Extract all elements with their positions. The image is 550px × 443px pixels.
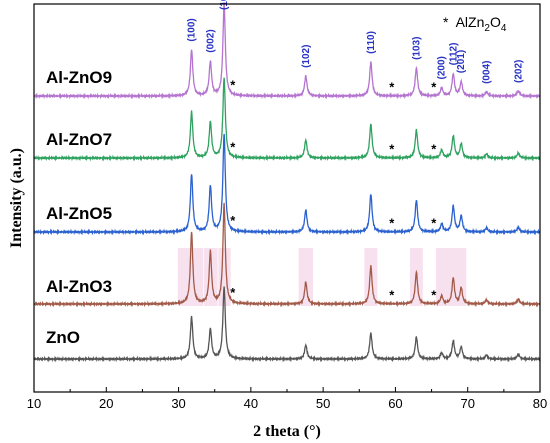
star-marker: * [389, 142, 395, 157]
star-marker: * [389, 216, 395, 231]
peak-label--202-: (202) [513, 60, 524, 83]
x-tick-label: 50 [316, 396, 330, 411]
star-marker: * [230, 140, 236, 155]
x-tick-label: 20 [99, 396, 113, 411]
trace-al-zno5 [33, 133, 541, 236]
x-tick-label: 30 [171, 396, 185, 411]
star-marker: * [431, 79, 437, 94]
peak-label--004-: (004) [482, 61, 493, 84]
trace-al-zno3 [33, 202, 541, 308]
legend-sub-4: 4 [501, 23, 507, 34]
x-axis: 10 20 30 40 50 60 70 80 [27, 387, 547, 411]
peak-label--101-: (101) [219, 0, 230, 10]
legend-formula-o: O [490, 14, 501, 30]
star-marker: * [230, 285, 236, 300]
peak-label--112-: (112) [448, 43, 459, 66]
peak-label--110-: (110) [366, 31, 377, 54]
star-marker: * [389, 80, 395, 95]
legend-sub-2: 2 [484, 23, 490, 34]
x-tick-label: 10 [27, 396, 41, 411]
x-tick-label: 80 [533, 396, 547, 411]
star-marker: * [230, 213, 236, 228]
x-tick-label: 60 [388, 396, 402, 411]
y-axis-label: Intensity (a.u.) [8, 148, 25, 248]
highlight-band [364, 248, 378, 306]
peak-label--201-: (201) [456, 50, 467, 73]
peak-label--100-: (100) [187, 18, 198, 41]
trace-al-zno7 [33, 77, 541, 162]
series-label-al-zno5: Al-ZnO5 [46, 204, 112, 223]
peak-labels: (100) (002) (101) (102) (110) (103) (200)(112)… [187, 0, 525, 84]
star-marker: * [431, 287, 437, 302]
highlight-band [298, 248, 314, 306]
legend-alzn2o4: * AlZn2O4 [443, 14, 507, 34]
peak-label--102-: (102) [301, 45, 312, 68]
legend-star: * [443, 14, 449, 30]
trace-zno [33, 286, 541, 363]
highlight-bands [177, 248, 467, 306]
legend-formula-a: AlZn [456, 14, 485, 30]
peak-label--200-: (200) [437, 56, 448, 79]
series-labels: ZnO Al-ZnO3 Al-ZnO5 Al-ZnO7 Al-ZnO9 [46, 68, 112, 347]
star-marker: * [230, 77, 236, 92]
star-marker: * [431, 141, 437, 156]
x-axis-label: 2 theta (°) [253, 423, 321, 440]
peak-label--103-: (103) [411, 37, 422, 60]
x-tick-label: 70 [460, 396, 474, 411]
peak-label--002-: (002) [205, 29, 216, 52]
series-label-al-zno9: Al-ZnO9 [46, 68, 112, 87]
series-label-al-zno7: Al-ZnO7 [46, 130, 112, 149]
star-marker: * [431, 215, 437, 230]
series-label-al-zno3: Al-ZnO3 [46, 277, 112, 296]
series-label-zno: ZnO [46, 328, 80, 347]
spinel-star-markers: * * * * * * * * * * * * [230, 77, 437, 302]
trace-al-zno9 [33, 2, 541, 100]
x-tick-label: 40 [244, 396, 258, 411]
star-marker: * [389, 288, 395, 303]
series-traces [33, 2, 541, 363]
